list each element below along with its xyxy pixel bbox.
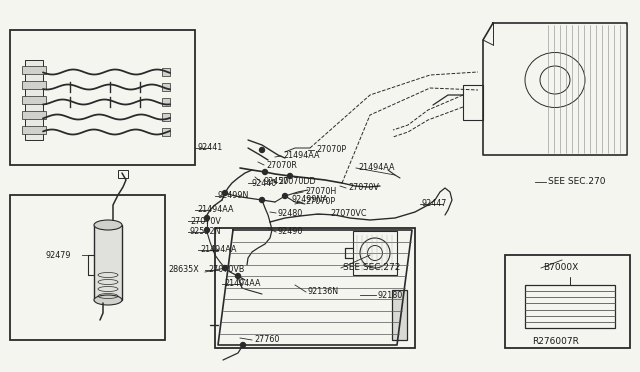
Text: 21494AA: 21494AA	[197, 205, 234, 215]
Bar	[10, 195, 165, 340]
Circle shape	[223, 266, 227, 270]
Text: 92490: 92490	[278, 228, 303, 237]
Bar	[10, 30, 195, 165]
Text: 92440: 92440	[252, 179, 277, 187]
Text: 27070H: 27070H	[305, 187, 336, 196]
Ellipse shape	[94, 220, 122, 230]
Text: 21494AA: 21494AA	[358, 164, 394, 173]
Bar	[162, 128, 170, 136]
Bar	[162, 83, 170, 91]
Text: 92441: 92441	[198, 144, 223, 153]
Circle shape	[262, 170, 268, 174]
Circle shape	[282, 193, 287, 199]
Bar	[162, 113, 170, 121]
Text: 27760: 27760	[254, 336, 280, 344]
Text: 27070V: 27070V	[190, 217, 221, 225]
Text: 27070DD: 27070DD	[278, 177, 316, 186]
Text: 27070R: 27070R	[266, 160, 297, 170]
Text: SEE SEC.272: SEE SEC.272	[343, 263, 401, 273]
Circle shape	[205, 228, 209, 232]
Text: 27070P: 27070P	[305, 198, 335, 206]
Bar	[162, 98, 170, 106]
Bar	[118, 170, 128, 178]
Text: 92180: 92180	[378, 291, 403, 299]
Text: 92450: 92450	[263, 177, 289, 186]
Bar	[22, 111, 46, 119]
Bar	[525, 285, 615, 328]
Text: 27070VC: 27070VC	[330, 209, 367, 218]
Bar	[22, 81, 46, 89]
Text: 92479: 92479	[45, 250, 70, 260]
Text: 27070V: 27070V	[348, 183, 379, 192]
Text: 21494AA: 21494AA	[224, 279, 260, 289]
Circle shape	[287, 173, 292, 179]
Text: 27070P: 27070P	[316, 145, 346, 154]
Text: 92552N: 92552N	[190, 228, 221, 237]
Bar	[25, 60, 43, 140]
Bar	[215, 228, 415, 348]
Text: 92499NA: 92499NA	[292, 196, 329, 205]
Text: 28635X: 28635X	[168, 266, 199, 275]
Text: 21494AA: 21494AA	[283, 151, 319, 160]
Text: B7000X: B7000X	[543, 263, 579, 273]
Text: 21494AA: 21494AA	[200, 246, 237, 254]
Text: 92136N: 92136N	[308, 288, 339, 296]
Text: R276007R: R276007R	[532, 337, 579, 346]
Text: 92447: 92447	[422, 199, 447, 208]
Circle shape	[241, 343, 246, 347]
Circle shape	[236, 273, 241, 279]
Bar	[505, 255, 630, 348]
Text: 27070VB: 27070VB	[208, 266, 244, 275]
Text: 92499N: 92499N	[218, 192, 250, 201]
Ellipse shape	[94, 295, 122, 305]
Circle shape	[205, 215, 209, 221]
Bar	[94, 225, 122, 300]
Bar	[353, 231, 397, 275]
Bar	[22, 66, 46, 74]
Circle shape	[259, 148, 264, 153]
Bar	[22, 96, 46, 104]
Bar	[463, 85, 483, 120]
Bar	[392, 290, 407, 340]
Bar	[162, 68, 170, 76]
Text: SEE SEC.270: SEE SEC.270	[548, 177, 605, 186]
Bar	[22, 126, 46, 134]
Circle shape	[259, 198, 264, 202]
Circle shape	[223, 190, 227, 196]
Text: 92480: 92480	[278, 208, 303, 218]
